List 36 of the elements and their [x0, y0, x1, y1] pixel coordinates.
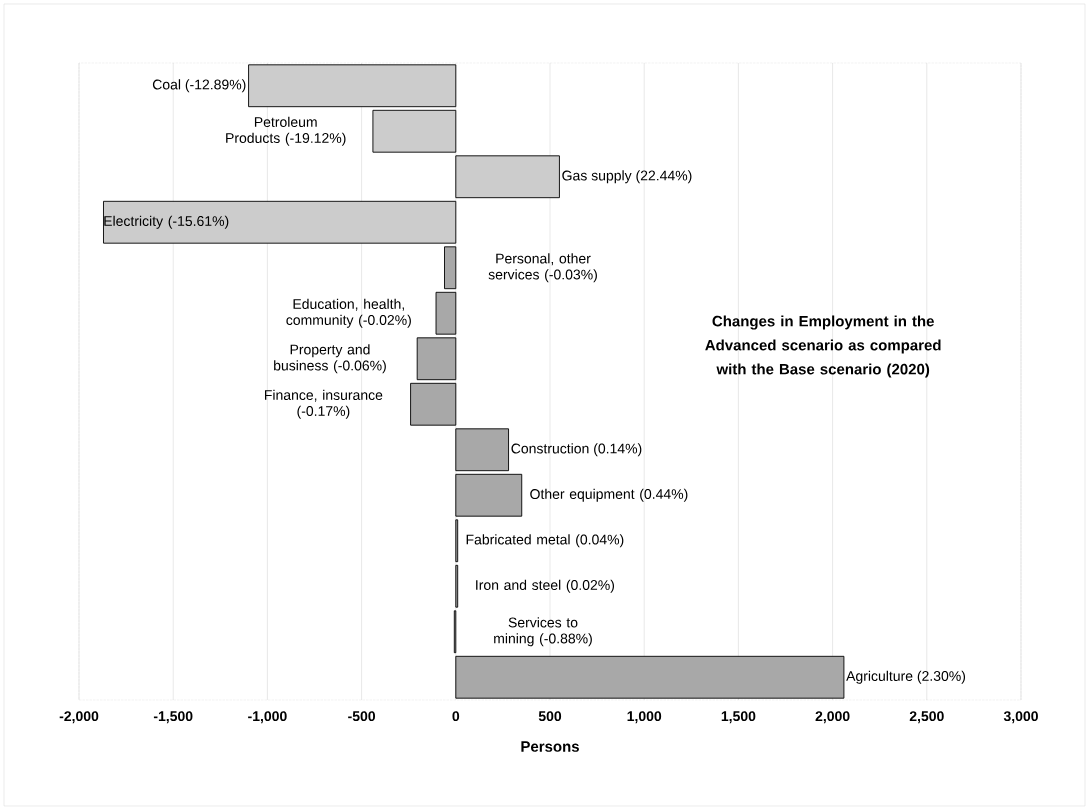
x-tick-label: -500 — [348, 711, 376, 722]
bar — [372, 109, 457, 153]
x-axis-title: Persons — [521, 741, 579, 752]
y-tick-label: Petroleum Products (-19.12%) — [226, 116, 346, 146]
bar — [455, 155, 560, 199]
bar — [410, 382, 457, 426]
y-tick-label: Coal (-12.89%) — [152, 79, 246, 93]
bar — [444, 246, 457, 290]
y-tick-label: Services to mining (-0.88%) — [494, 617, 592, 647]
y-tick-label: Electricity (-15.61%) — [104, 215, 229, 229]
x-tick-label: 1,000 — [627, 711, 662, 724]
x-tick-label: 2,500 — [909, 711, 944, 724]
bar — [455, 473, 523, 517]
y-tick-label: Other equipment (0.44%) — [530, 488, 688, 502]
y-tick-label: Finance, insurance (-0.17%) — [265, 389, 383, 419]
x-tick-label: 1,500 — [721, 711, 756, 724]
x-tick-label: 0 — [452, 711, 460, 722]
x-tick-label: -1,000 — [248, 711, 287, 724]
x-tick-label: -2,000 — [59, 711, 99, 724]
bar — [416, 337, 457, 381]
y-tick-label: Construction (0.14%) — [511, 443, 642, 457]
x-tick-label: 2,000 — [815, 711, 850, 724]
bar — [455, 428, 510, 472]
y-tick-label: Gas supply (22.44%) — [562, 170, 692, 184]
bar — [103, 200, 457, 244]
x-tick-label: -1,500 — [153, 711, 193, 724]
y-tick-label: Personal, other services (-0.03%) — [488, 253, 597, 283]
bar — [435, 291, 457, 335]
y-tick-label: Education, health, community (-0.02%) — [286, 298, 411, 328]
y-tick-label: Agriculture (2.30%) — [846, 670, 966, 684]
x-tick-label: 3,000 — [1003, 711, 1038, 724]
y-tick-label: Fabricated metal (0.04%) — [466, 534, 624, 548]
y-tick-label: Property and business (-0.06%) — [274, 344, 386, 374]
y-tick-label: Iron and steel (0.02%) — [476, 579, 615, 593]
annotation: Changes in Employment in the Advanced scenario as compared with the Base scenario (2020) — [705, 315, 941, 378]
x-tick-label: 500 — [538, 711, 562, 722]
